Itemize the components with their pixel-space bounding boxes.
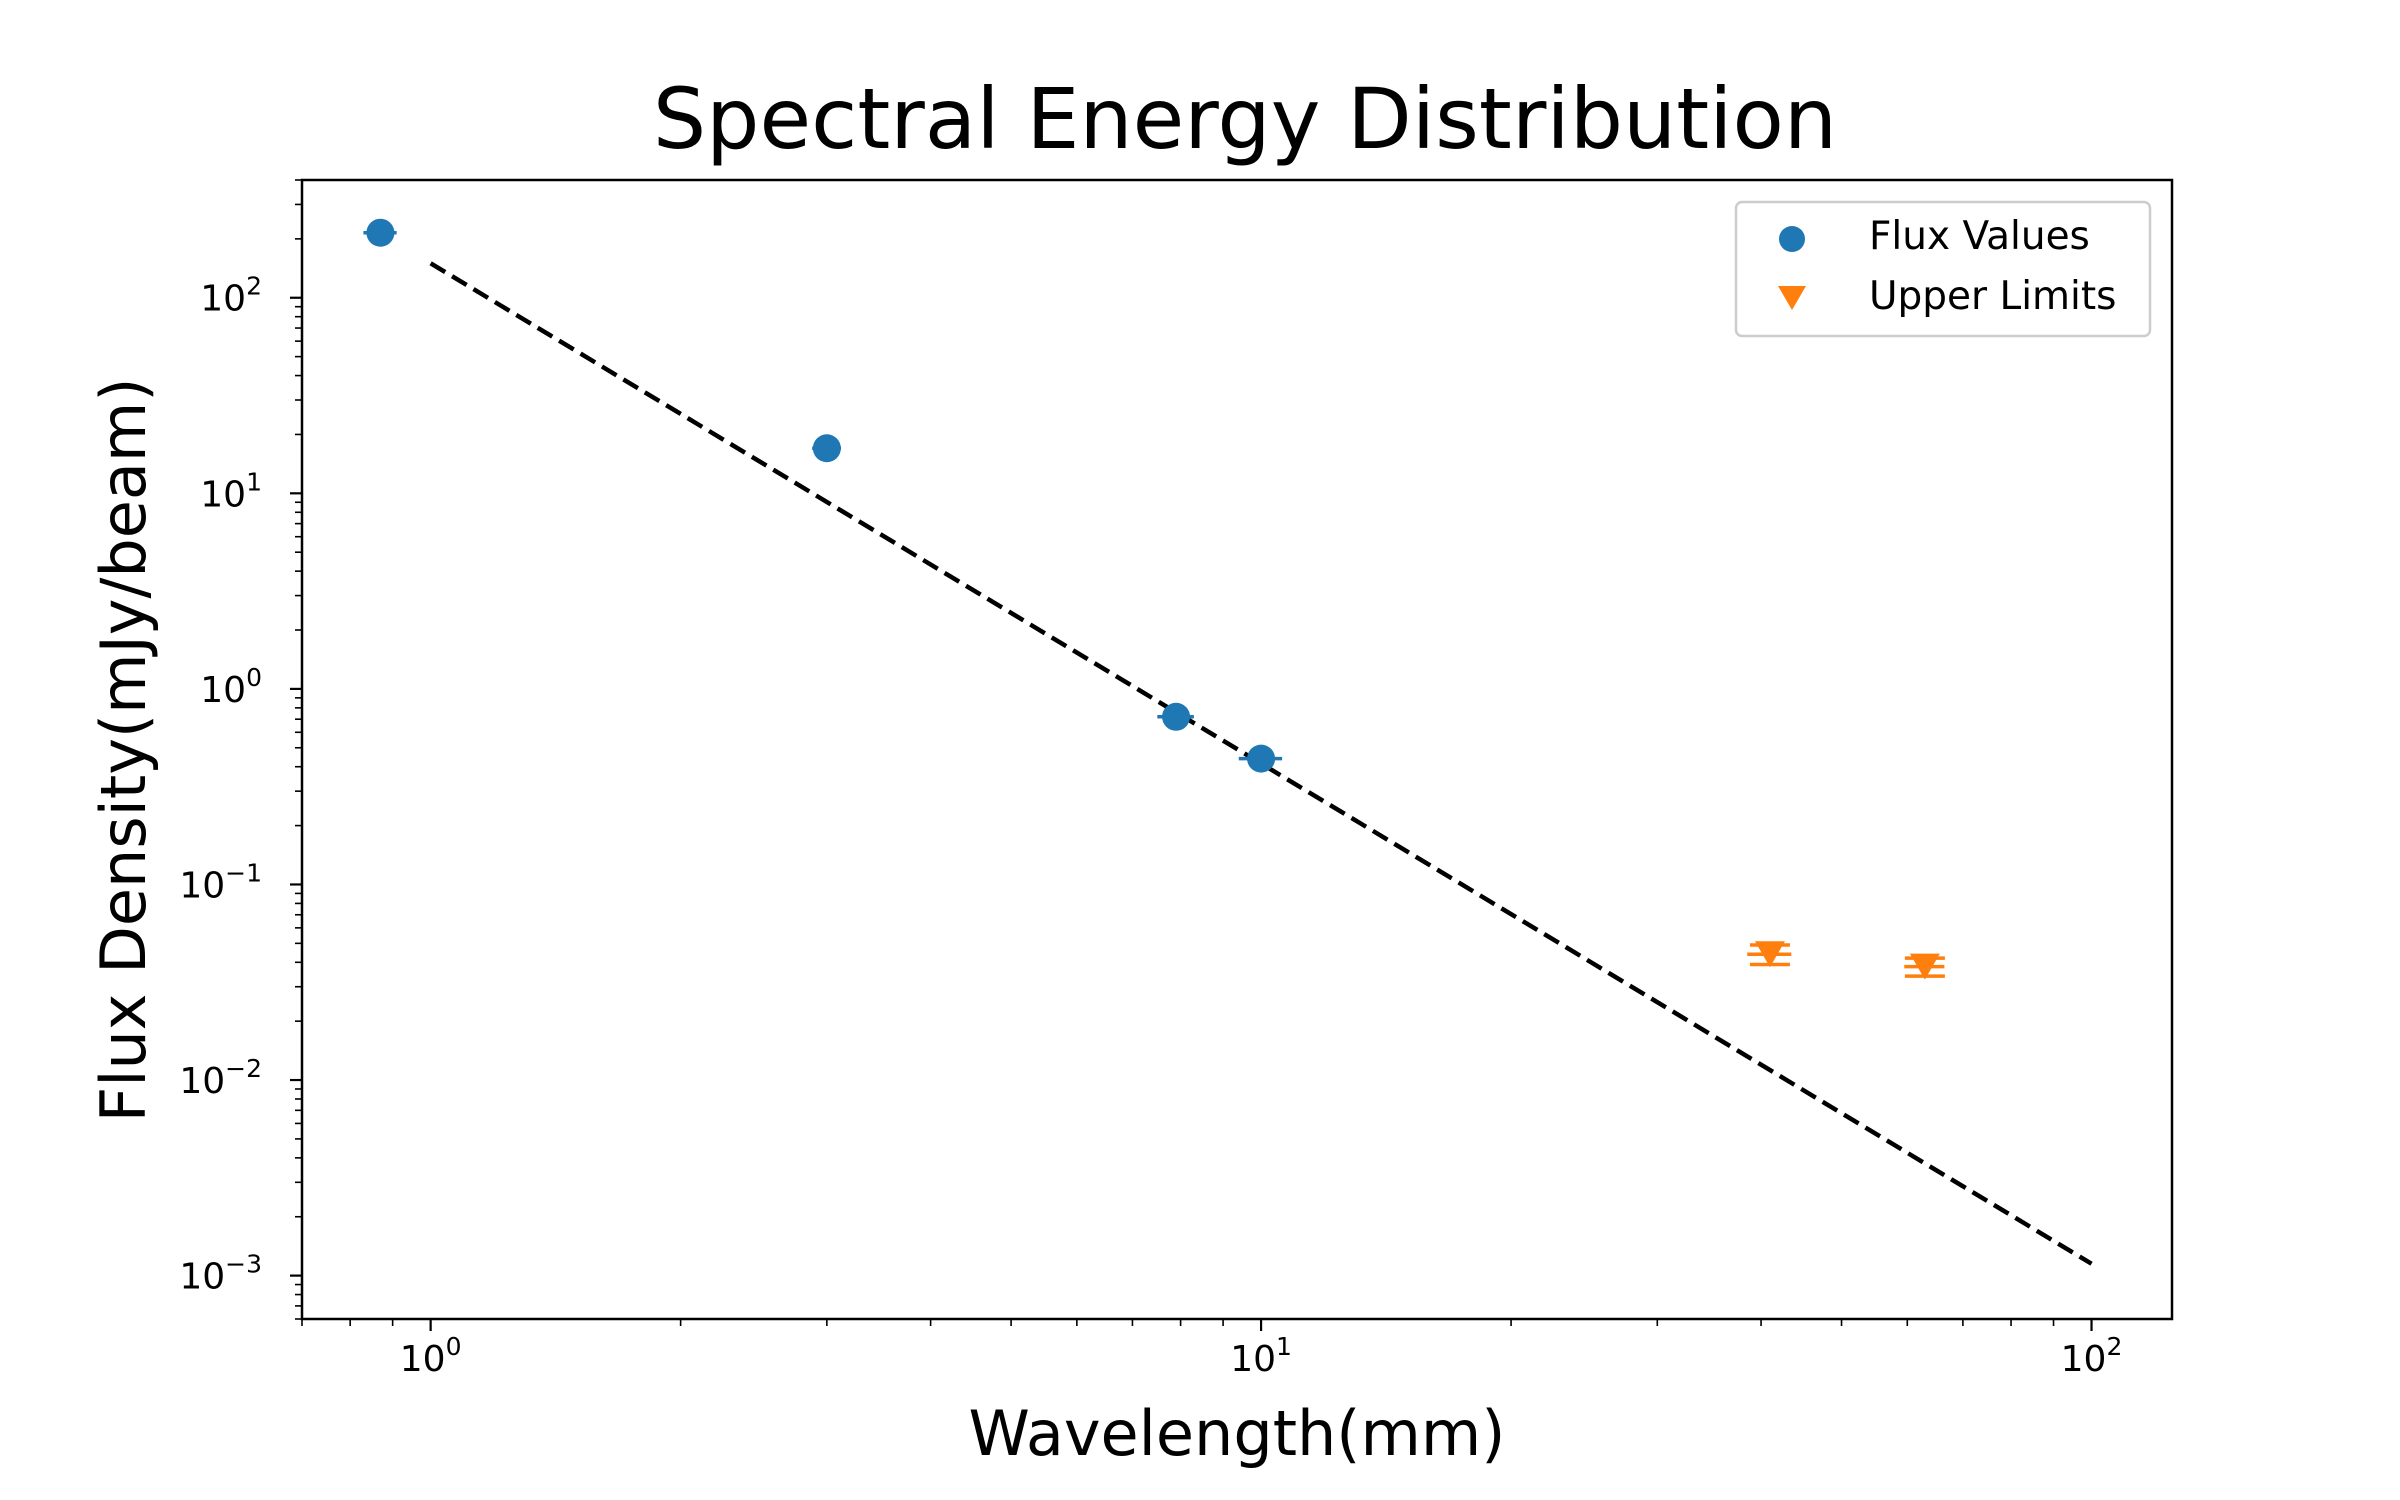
legend-label-flux: Flux Values: [1869, 214, 2090, 259]
legend-marker-upper-limits: [1778, 286, 1806, 310]
legend: Flux Values Upper Limits: [1734, 200, 2152, 338]
y-tick-label-3: 100: [200, 663, 262, 711]
flux-point-3: [1247, 744, 1276, 773]
x-tick-label-1: 101: [1230, 1332, 1292, 1380]
axes-frame: [300, 178, 2174, 1321]
upper-limit-point-1: [1909, 953, 1940, 980]
y-tick-label-5: 102: [200, 272, 262, 320]
y-tick-label-1: 10−2: [179, 1054, 262, 1102]
y-axis-label: Flux Density(mJy/beam): [87, 378, 160, 1123]
x-tick-label-2: 102: [2061, 1332, 2123, 1380]
y-tick-label-0: 10−3: [179, 1250, 262, 1298]
flux-point-2: [1162, 702, 1191, 731]
legend-box: [1734, 200, 2152, 338]
plot-area: 100 101 102 10−3 10−2 10−1 100 101 102: [179, 179, 2123, 1380]
flux-point-1: [812, 434, 841, 463]
upper-limit-point-0: [1754, 941, 1785, 968]
legend-marker-flux: [1779, 226, 1805, 252]
y-tick-label-4: 101: [200, 467, 262, 515]
fit-line: [429, 261, 2093, 1266]
x-tick-label-0: 100: [400, 1332, 462, 1380]
chart-title: Spectral Energy Distribution: [653, 70, 1837, 168]
y-tick-label-2: 10−1: [179, 858, 262, 906]
legend-label-upper-limits: Upper Limits: [1869, 274, 2116, 319]
flux-point-0: [366, 218, 395, 247]
x-axis-label: Wavelength(mm): [969, 1397, 1506, 1470]
